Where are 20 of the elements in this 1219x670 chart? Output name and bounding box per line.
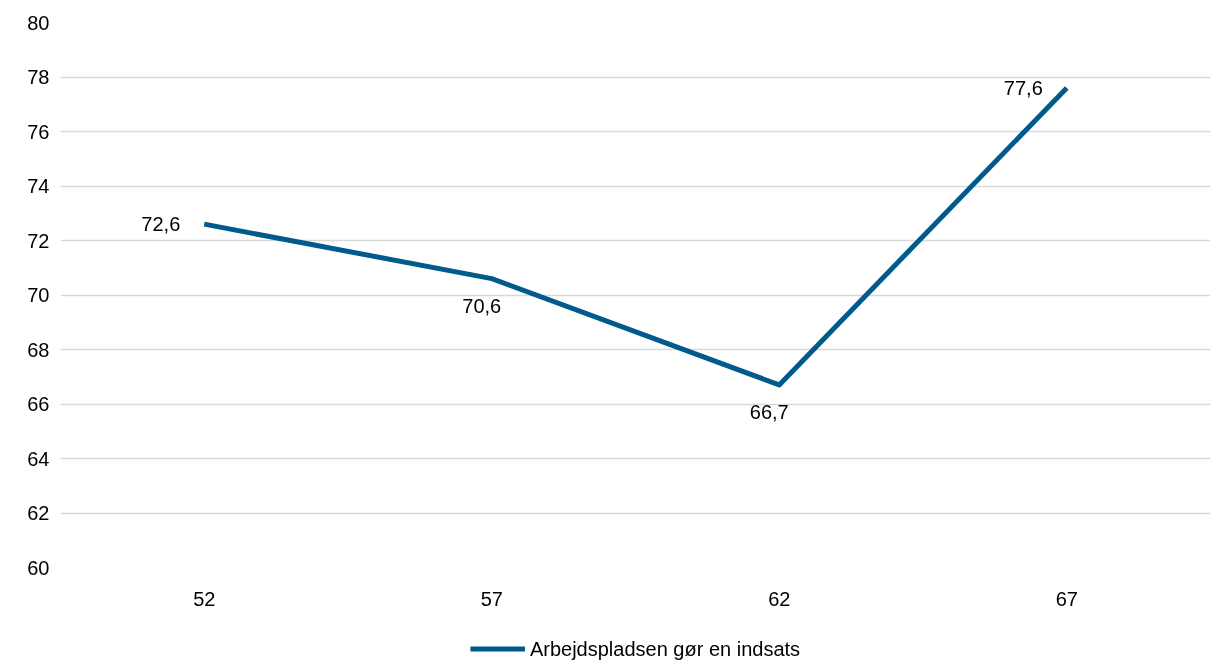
x-tick-label: 52 [193,587,216,610]
y-tick-label: 74 [27,175,50,197]
y-tick-label: 70 [27,284,50,306]
legend-label: Arbejdspladsen gør en indsats [529,637,801,661]
data-label: 66,7 [749,400,789,423]
y-tick-label: 78 [27,66,50,88]
data-label: 77,6 [1003,76,1043,99]
data-label: 72,6 [141,213,181,236]
data-label: 70,6 [462,294,502,317]
y-tick-label: 80 [27,11,50,34]
y-tick-label: 76 [27,120,50,143]
x-tick-label: 57 [480,587,503,610]
y-tick-label: 68 [27,338,50,361]
y-tick-label: 66 [27,393,50,415]
y-tick-label: 72 [27,229,50,252]
x-tick-label: 67 [1055,587,1078,610]
x-tick-label: 62 [768,587,791,610]
y-tick-label: 62 [27,502,50,524]
y-tick-label: 64 [27,447,50,470]
y-tick-label: 60 [27,556,50,579]
